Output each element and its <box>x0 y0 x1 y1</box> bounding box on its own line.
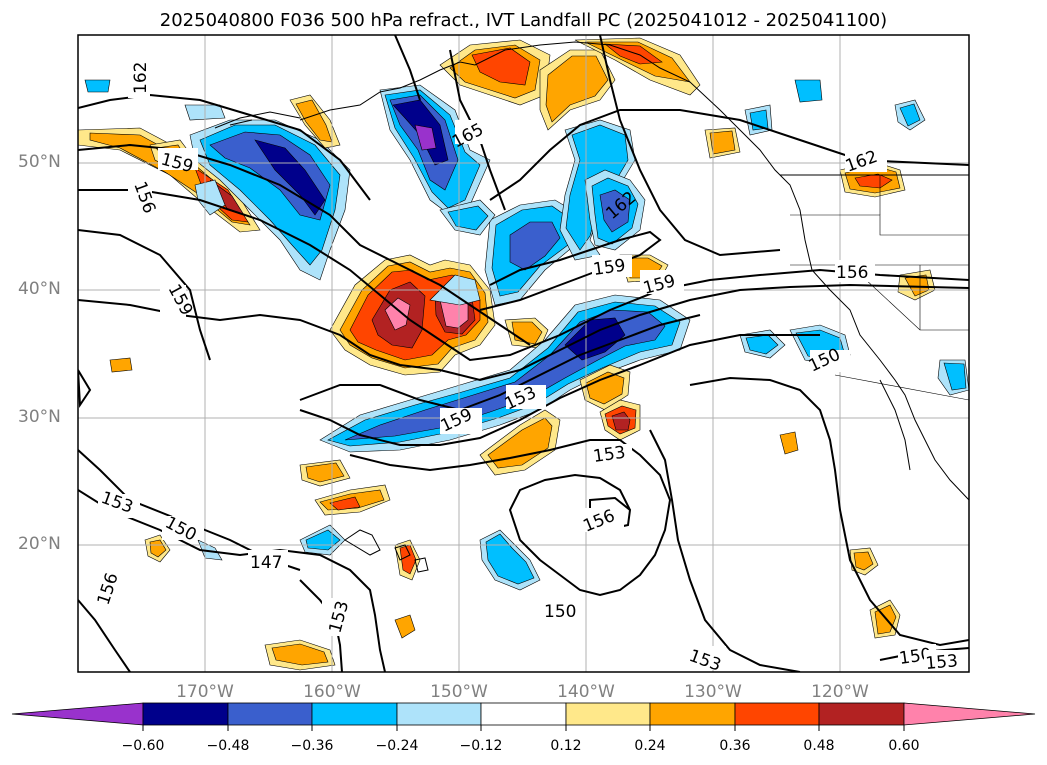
colorbar-tick-label: 0.36 <box>719 738 751 754</box>
colorbar-tick-label: −0.48 <box>206 738 250 754</box>
colorbar-tick-label: −0.60 <box>121 738 165 754</box>
lon-label-150w: 150°W <box>430 682 488 702</box>
contour-label: 153 <box>592 443 627 467</box>
colorbar-extend-high <box>903 702 1036 726</box>
colorbar-tick-label: −0.24 <box>375 738 419 754</box>
contour-label: 147 <box>250 553 282 573</box>
contour-labels: 162 159 156 159 165 162 162 159 159 156 … <box>88 58 964 674</box>
lon-label-140w: 140°W <box>557 682 615 702</box>
contour-label: 153 <box>925 651 959 674</box>
lat-label-50n: 50°N <box>18 152 61 172</box>
lon-label-160w: 160°W <box>303 682 361 702</box>
colorbar-tick-label: 0.24 <box>634 738 666 754</box>
contour-label: 150 <box>544 602 576 622</box>
colorbar-tick-label: 0.12 <box>550 738 582 754</box>
contour-label: 162 <box>131 62 151 94</box>
map-title: 2025040800 F036 500 hPa refract., IVT La… <box>159 10 888 31</box>
colorbar-tick-label: 0.60 <box>888 738 920 754</box>
height-contours <box>78 35 969 672</box>
lon-label-170w: 170°W <box>176 682 234 702</box>
colorbar-tick-label: −0.12 <box>459 738 503 754</box>
map-frame <box>77 34 970 673</box>
contour-label: 159 <box>592 256 627 280</box>
colorbar <box>11 702 1036 731</box>
lon-label-130w: 130°W <box>684 682 742 702</box>
colorbar-tick-label: −0.36 <box>290 738 334 754</box>
political-borders <box>780 174 969 401</box>
colorbar-tick-label: 0.48 <box>803 738 835 754</box>
lat-label-40n: 40°N <box>18 279 61 299</box>
lon-label-120w: 120°W <box>811 682 869 702</box>
lat-label-30n: 30°N <box>18 407 61 427</box>
colorbar-extend-low <box>11 702 144 726</box>
contour-label: 156 <box>836 263 868 283</box>
lat-label-20n: 20°N <box>18 534 61 554</box>
graticule <box>78 35 969 672</box>
